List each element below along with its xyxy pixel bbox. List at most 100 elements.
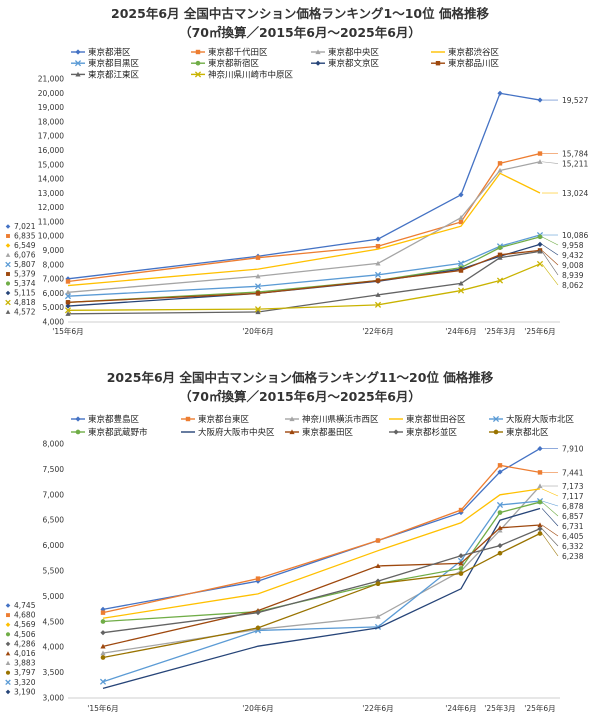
start-value-label: 6,076 [14, 251, 36, 260]
legend-item: 東京都港区 [71, 47, 131, 58]
y-tick-label: 10,000 [38, 232, 64, 241]
end-label-leader [541, 533, 559, 557]
start-label-marker [5, 689, 11, 695]
legend-marker [195, 49, 201, 55]
legend-item: 東京都北区 [489, 427, 549, 438]
series-line [102, 464, 541, 614]
y-tick-label: 21,000 [38, 75, 64, 84]
data-point [375, 614, 381, 619]
end-value-label: 6,332 [562, 542, 584, 551]
data-point [497, 255, 503, 260]
end-label-leader [541, 488, 559, 497]
start-value-label: 4,818 [14, 298, 36, 307]
legend-marker [75, 416, 81, 422]
end-value-label: 8,939 [562, 271, 584, 280]
series-line [102, 501, 541, 623]
legend-marker [289, 429, 295, 435]
data-point [255, 309, 261, 315]
start-value-label: 5,115 [14, 289, 36, 298]
end-value-label: 15,784 [562, 150, 588, 159]
start-label-marker [5, 622, 11, 627]
legend-item: 東京都千代田区 [191, 47, 268, 58]
series-line [67, 172, 541, 287]
legend-label: 神奈川県川崎市中原区 [208, 69, 294, 80]
y-tick-label: 15,000 [38, 160, 64, 169]
legend-label: 東京都世田谷区 [406, 414, 466, 425]
end-value-label: 6,731 [562, 522, 584, 531]
data-point [100, 655, 106, 660]
legend-marker [435, 60, 441, 66]
series-line [102, 528, 541, 634]
y-tick-label: 5,000 [43, 303, 65, 312]
data-point [254, 306, 262, 313]
data-point [497, 525, 503, 530]
series-line [67, 92, 541, 280]
end-value-label: 8,062 [562, 281, 584, 290]
legend-marker [74, 60, 82, 67]
data-point [64, 307, 72, 314]
series-line [102, 448, 541, 610]
end-label-leader [541, 161, 559, 164]
data-point [374, 301, 382, 308]
data-point [375, 278, 381, 283]
end-value-label: 7,173 [562, 482, 584, 491]
data-point [458, 553, 464, 559]
legend-label: 神奈川県横浜市西区 [302, 414, 379, 425]
data-point [255, 291, 261, 296]
start-value-label: 3,883 [14, 659, 36, 668]
legend-label: 東京都中央区 [328, 47, 380, 58]
start-label-marker [5, 224, 11, 229]
legend-marker [315, 49, 321, 55]
data-point [497, 469, 503, 475]
end-label-leader [541, 528, 559, 547]
x-tick-label: '15年6月 [87, 703, 118, 713]
data-point [458, 566, 464, 571]
data-point [100, 619, 106, 624]
data-point [458, 560, 464, 566]
data-point [537, 97, 543, 103]
start-value-label: 4,016 [14, 649, 36, 658]
data-point [537, 531, 543, 536]
end-label-leader [541, 236, 559, 246]
legend-label: 東京都文京区 [328, 58, 380, 69]
end-value-label: 7,910 [562, 445, 584, 454]
data-point [497, 510, 503, 515]
x-tick-label: '20年6月 [242, 703, 273, 713]
end-label-leader [541, 263, 559, 286]
start-label-marker [5, 651, 11, 656]
data-point [537, 445, 543, 452]
x-tick-label: '22年6月 [362, 703, 393, 713]
y-tick-label: 8,000 [43, 260, 65, 269]
data-point [374, 271, 382, 278]
legend-label: 東京都渋谷区 [448, 47, 500, 58]
end-value-label: 7,441 [562, 468, 584, 477]
legend-marker [393, 429, 399, 435]
legend-item: 東京都文京区 [311, 58, 380, 69]
data-point [65, 279, 71, 284]
legend-label: 東京都豊島区 [88, 414, 140, 425]
x-tick-label: '24年6月 [445, 703, 476, 713]
y-tick-label: 3,500 [43, 668, 65, 677]
data-point [65, 289, 71, 295]
x-tick-label: '25年6月 [524, 703, 555, 713]
data-point [375, 260, 381, 266]
y-tick-label: 5,500 [43, 567, 65, 576]
data-point [537, 151, 543, 156]
data-point [458, 192, 464, 198]
data-point [375, 563, 381, 568]
legend-item: 東京都目黒区 [71, 58, 140, 69]
x-tick-label: '25年6月 [524, 326, 555, 336]
y-tick-label: 13,000 [38, 189, 64, 198]
legend-marker [289, 416, 295, 422]
data-point [458, 507, 464, 513]
start-label-marker [5, 309, 11, 314]
legend-marker [493, 429, 499, 435]
legend-label: 東京都杉並区 [406, 427, 458, 438]
series-line [67, 249, 541, 303]
y-tick-label: 16,000 [38, 146, 64, 155]
data-point [65, 276, 71, 282]
start-label-marker [5, 641, 11, 647]
legend-item: 東京都世田谷区 [389, 414, 466, 425]
